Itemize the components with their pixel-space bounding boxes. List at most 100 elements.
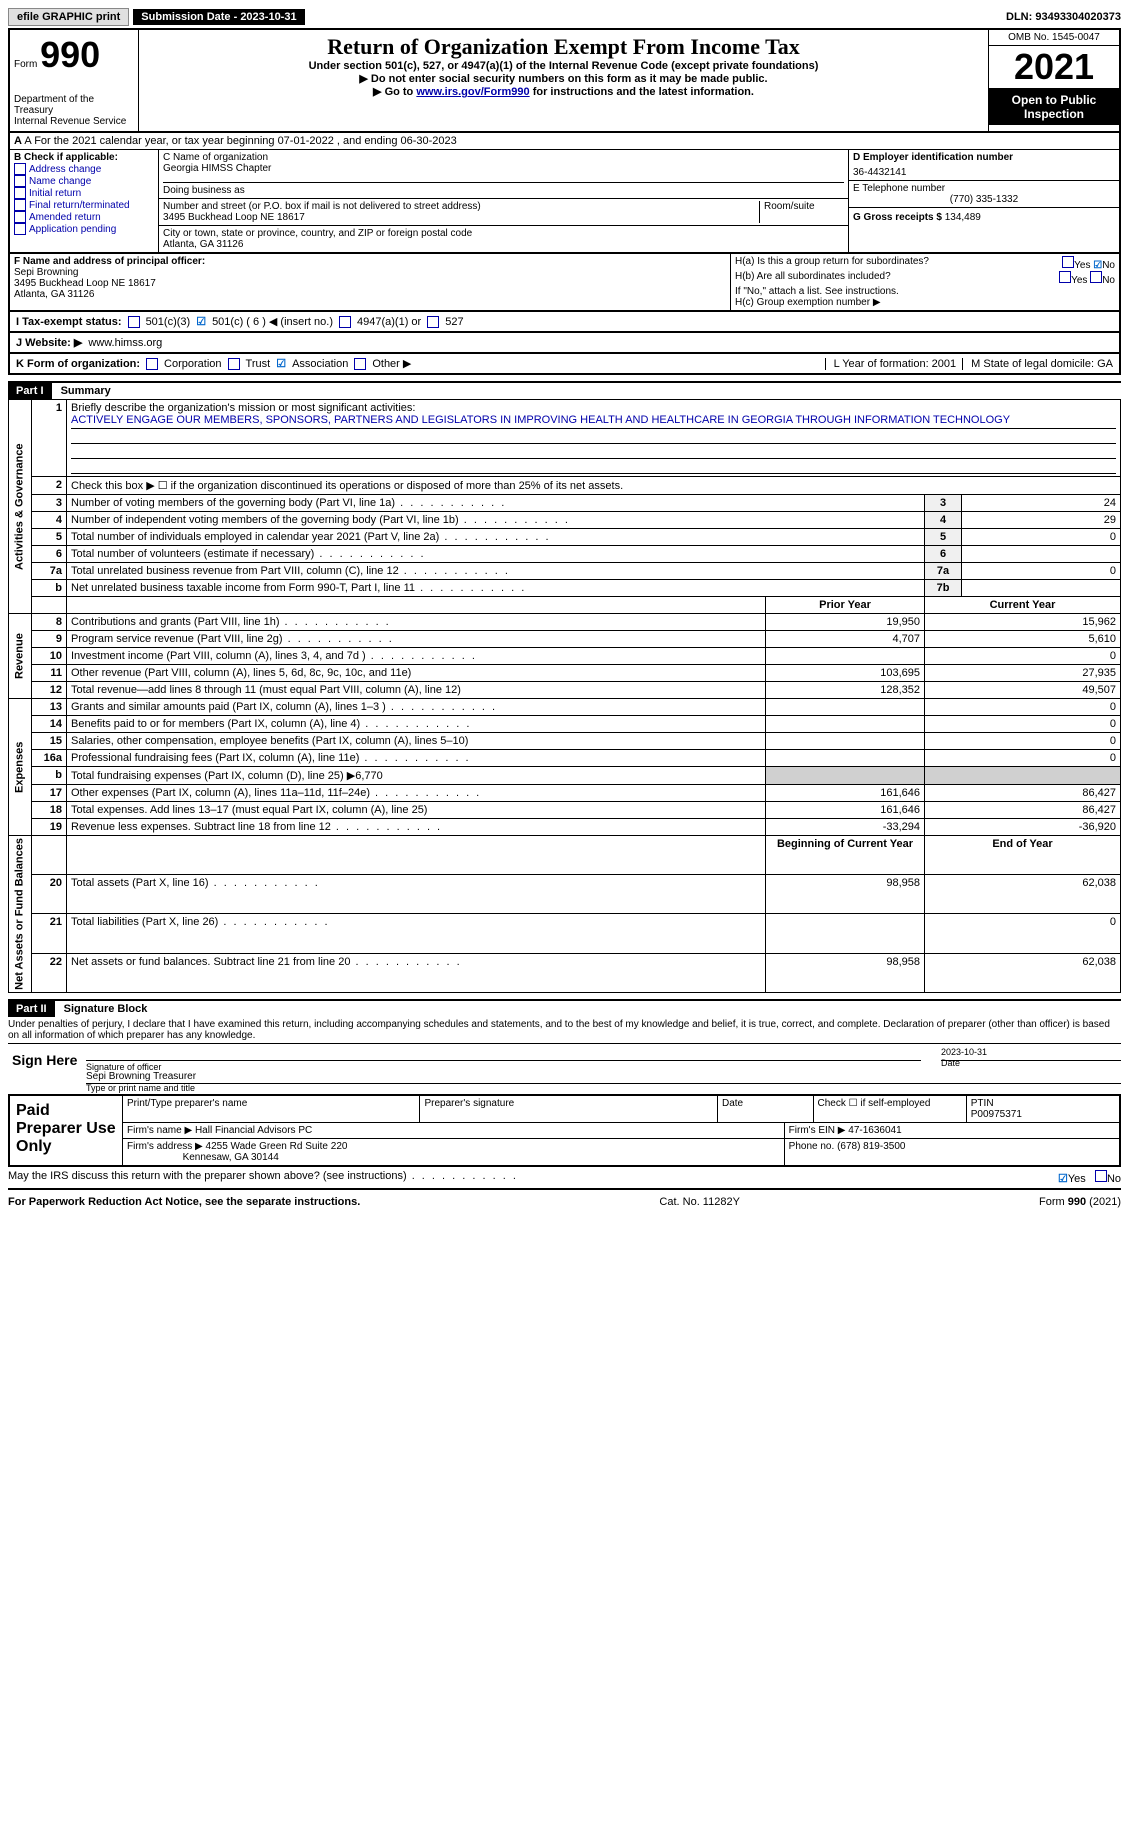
chk-name[interactable] (14, 175, 26, 187)
line17-label: Other expenses (Part IX, column (A), lin… (71, 787, 481, 799)
form-footer: Form 990 (2021) (1039, 1196, 1121, 1208)
part2-tag: Part II (8, 1001, 55, 1017)
tax-status-label: I Tax-exempt status: (16, 316, 122, 328)
city-state-zip: Atlanta, GA 31126 (163, 239, 844, 250)
phone-label: E Telephone number (853, 183, 1115, 194)
irs-link[interactable]: www.irs.gov/Form990 (416, 86, 529, 98)
line22-end: 62,038 (925, 953, 1121, 992)
firm-name: Hall Financial Advisors PC (195, 1125, 312, 1136)
line5-val: 0 (962, 529, 1121, 546)
chk-4947[interactable] (339, 316, 351, 328)
line8-label: Contributions and grants (Part VIII, lin… (71, 616, 391, 628)
ptin-label: PTIN (971, 1098, 994, 1109)
chk-527[interactable] (427, 316, 439, 328)
org-name-label: C Name of organization (163, 152, 844, 163)
irs-label: Internal Revenue Service (14, 116, 134, 127)
discuss-no[interactable] (1095, 1170, 1107, 1182)
chk-pending[interactable] (14, 223, 26, 235)
sign-here-label: Sign Here (8, 1044, 86, 1094)
entity-block: B Check if applicable: Address change Na… (8, 150, 1121, 254)
website-label: J Website: ▶ (16, 336, 82, 349)
chk-amended[interactable] (14, 211, 26, 223)
row-a: A A For the 2021 calendar year, or tax y… (8, 133, 1121, 150)
line20-label: Total assets (Part X, line 16) (71, 877, 320, 889)
firm-ein-label: Firm's EIN ▶ (789, 1125, 846, 1136)
subtitle-1: Under section 501(c), 527, or 4947(a)(1)… (143, 60, 984, 72)
dln: DLN: 93493304020373 (1006, 11, 1121, 23)
hb-note: If "No," attach a list. See instructions… (735, 286, 1115, 297)
chk-501c: ☑ (196, 315, 206, 328)
col-end: End of Year (925, 836, 1121, 875)
col-prior: Prior Year (766, 597, 925, 614)
preparer-sig-label: Preparer's signature (420, 1096, 717, 1122)
chk-other[interactable] (354, 358, 366, 370)
side-governance: Activities & Governance (9, 400, 32, 614)
tax-year: 2021 (989, 46, 1119, 89)
line9-curr: 5,610 (925, 631, 1121, 648)
line5-label: Total number of individuals employed in … (71, 531, 551, 543)
sign-here-block: Sign Here Signature of officer 2023-10-3… (8, 1044, 1121, 1094)
org-name: Georgia HIMSS Chapter (163, 163, 844, 174)
omb-number: OMB No. 1545-0047 (989, 30, 1119, 46)
ha-label: H(a) Is this a group return for subordin… (735, 256, 929, 271)
chk-final[interactable] (14, 199, 26, 211)
efile-print-button[interactable]: efile GRAPHIC print (8, 8, 129, 26)
ein-label: D Employer identification number (853, 152, 1115, 163)
officer-addr2: Atlanta, GA 31126 (14, 289, 726, 300)
line9-prior: 4,707 (766, 631, 925, 648)
line15-curr: 0 (925, 733, 1121, 750)
line4-label: Number of independent voting members of … (71, 514, 570, 526)
officer-label: F Name and address of principal officer: (14, 256, 726, 267)
line6-label: Total number of volunteers (estimate if … (71, 548, 426, 560)
room-label: Room/suite (759, 201, 844, 223)
firm-name-label: Firm's name ▶ (127, 1125, 192, 1136)
open-to-public: Open to Public Inspection (989, 89, 1119, 125)
line16b-label: Total fundraising expenses (Part IX, col… (71, 770, 383, 782)
line7b-val (962, 580, 1121, 597)
firm-phone: (678) 819-3500 (837, 1141, 905, 1152)
col-beginning: Beginning of Current Year (766, 836, 925, 875)
addr-label: Number and street (or P.O. box if mail i… (163, 201, 759, 212)
line21-beg (766, 914, 925, 953)
line19-prior: -33,294 (766, 819, 925, 836)
ha-yes[interactable] (1062, 256, 1074, 268)
line10-curr: 0 (925, 648, 1121, 665)
chk-trust[interactable] (228, 358, 240, 370)
chk-501c3[interactable] (128, 316, 140, 328)
line17-curr: 86,427 (925, 785, 1121, 802)
line19-curr: -36,920 (925, 819, 1121, 836)
side-netassets: Net Assets or Fund Balances (9, 836, 32, 993)
website-value: www.himss.org (88, 337, 162, 349)
chk-assoc: ☑ (276, 357, 286, 370)
state-domicile: M State of legal domicile: GA (962, 358, 1113, 370)
top-bar: efile GRAPHIC print Submission Date - 20… (8, 8, 1121, 26)
line18-label: Total expenses. Add lines 13–17 (must eq… (71, 804, 427, 816)
firm-addr-label: Firm's address ▶ (127, 1141, 203, 1152)
chk-corp[interactable] (146, 358, 158, 370)
hb-no[interactable] (1090, 271, 1102, 283)
box-b-label: B Check if applicable: (14, 152, 154, 163)
subtitle-2: ▶ Do not enter social security numbers o… (143, 72, 984, 85)
line11-curr: 27,935 (925, 665, 1121, 682)
ptin-value: P00975371 (971, 1109, 1022, 1120)
line7a-val: 0 (962, 563, 1121, 580)
sig-date-label: Date (941, 1058, 960, 1068)
catalog-number: Cat. No. 11282Y (659, 1196, 740, 1208)
firm-phone-label: Phone no. (789, 1141, 835, 1152)
line16a-curr: 0 (925, 750, 1121, 767)
line11-label: Other revenue (Part VIII, column (A), li… (71, 667, 411, 679)
line8-prior: 19,950 (766, 614, 925, 631)
paid-preparer-label: Paid Preparer Use Only (10, 1096, 123, 1165)
hb-yes[interactable] (1059, 271, 1071, 283)
k-label: K Form of organization: (16, 358, 140, 370)
chk-address[interactable] (14, 163, 26, 175)
discuss-yes-check: ☑ (1058, 1173, 1068, 1185)
pra-notice: For Paperwork Reduction Act Notice, see … (8, 1196, 360, 1208)
line21-label: Total liabilities (Part X, line 26) (71, 916, 330, 928)
hb-label: H(b) Are all subordinates included? (735, 271, 891, 286)
form-header: Form 990 Department of the Treasury Inte… (8, 28, 1121, 133)
line3-val: 24 (962, 495, 1121, 512)
line10-label: Investment income (Part VIII, column (A)… (71, 650, 477, 662)
discuss-label: May the IRS discuss this return with the… (8, 1170, 1058, 1185)
chk-initial[interactable] (14, 187, 26, 199)
